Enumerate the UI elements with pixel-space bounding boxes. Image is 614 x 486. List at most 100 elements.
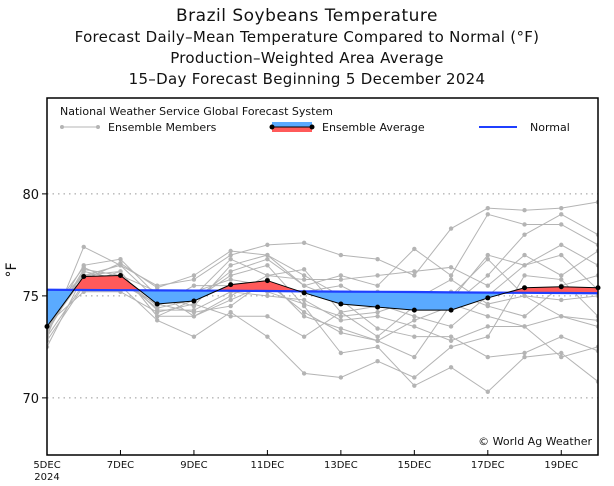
y-tick-label: 70 [22, 392, 39, 407]
x-tick-label: 11DEC [251, 460, 285, 471]
chart-subtitle-3: 15–Day Forecast Beginning 5 December 202… [128, 70, 486, 88]
x-tick-label: 9DEC [180, 460, 207, 471]
ensemble-member-point [375, 310, 380, 315]
ensemble-member-point [559, 205, 564, 211]
ensemble-member-point [485, 301, 490, 307]
ensemble-member-point [559, 252, 564, 258]
ensemble-member-point [118, 261, 123, 266]
ensemble-member-point [301, 371, 307, 376]
ensemble-member-point [485, 212, 490, 217]
ensemble-member-point [448, 365, 454, 370]
ensemble-member-point [485, 334, 490, 339]
ensemble-member-point [485, 273, 490, 278]
ensemble-average-point [375, 304, 381, 310]
legend-average-swatch-blue [272, 122, 312, 127]
ensemble-member-point [375, 338, 380, 343]
x-tick-label: 13DEC [324, 460, 358, 471]
ensemble-member-point [522, 252, 527, 258]
ensemble-member-point [301, 314, 307, 319]
ensemble-member-point [485, 354, 490, 360]
ensemble-member-point [559, 334, 564, 339]
ensemble-member-point [228, 277, 233, 282]
ensemble-average-point [81, 274, 87, 279]
legend-average-swatch-red [272, 127, 312, 132]
chart-subtitle-1: Forecast Daily–Mean Temperature Compared… [74, 28, 540, 46]
ensemble-average-point [301, 290, 307, 296]
ensemble-member-point [448, 338, 454, 343]
legend-average-label: Ensemble Average [322, 121, 425, 134]
ensemble-member-line [47, 254, 598, 328]
ensemble-member-point [485, 256, 490, 262]
ensemble-member-point [448, 226, 454, 231]
ensemble-member-point [301, 301, 307, 307]
ensemble-member-point [338, 326, 344, 331]
ensemble-member-point [301, 334, 307, 339]
ensemble-member-point [522, 232, 527, 237]
ensemble-member-point [522, 208, 527, 213]
ensemble-member-point [375, 283, 380, 288]
ensemble-member-point [559, 222, 564, 227]
ensemble-member-point [412, 318, 417, 323]
ensemble-member-point [228, 310, 233, 315]
ensemble-member-point [412, 246, 417, 252]
ensemble-member-point [522, 222, 527, 227]
y-tick-label: 75 [22, 290, 39, 305]
ensemble-member-point [301, 283, 307, 288]
ensemble-member-point [338, 277, 344, 282]
ensemble-member-point [375, 344, 380, 350]
ensemble-member-point [301, 267, 307, 272]
ensemble-member-point [485, 389, 490, 394]
ensemble-member-point [265, 263, 270, 268]
ensemble-member-point [191, 277, 197, 282]
ensemble-member-point [485, 324, 490, 329]
ensemble-average-point [485, 295, 491, 301]
ensemble-member-point [155, 318, 160, 323]
legend-normal-label: Normal [530, 121, 570, 134]
ensemble-member-point [448, 273, 454, 278]
ensemble-member-point [522, 293, 527, 299]
ensemble-average-point [154, 301, 160, 307]
ensemble-member-point [338, 314, 344, 319]
source-note: National Weather Service Global Forecast… [60, 105, 333, 118]
ensemble-member-point [338, 283, 344, 288]
ensemble-member-point [559, 242, 564, 248]
ensemble-member-point [338, 310, 344, 315]
y-tick-label: 80 [22, 188, 39, 203]
ensemble-member-point [485, 205, 490, 211]
ensemble-member-point [228, 273, 233, 278]
plot-frame [46, 97, 599, 456]
ensemble-member-point [191, 283, 197, 288]
ensemble-member-line [47, 213, 598, 327]
ensemble-member-point [559, 350, 564, 356]
ensemble-member-point [265, 314, 270, 319]
x-tick-sublabel: 2024 [34, 472, 59, 483]
chart-subtitle-2: Production–Weighted Area Average [170, 49, 444, 67]
x-tick-label: 5DEC [33, 460, 60, 471]
ensemble-member-point [191, 310, 197, 315]
ensemble-member-point [265, 242, 270, 248]
ensemble-member-point [228, 263, 233, 268]
chart-titles: Brazil Soybeans Temperature Forecast Dai… [0, 0, 614, 90]
legend: Ensemble Members Ensemble Average Normal [60, 121, 570, 134]
ensemble-member-point [522, 314, 527, 319]
ensemble-member-point [228, 252, 233, 258]
ensemble-member-point [412, 269, 417, 274]
ensemble-member-point [448, 344, 454, 350]
ensemble-member-point [301, 310, 307, 315]
ensemble-member-point [522, 350, 527, 356]
ensemble-member-point [265, 256, 270, 262]
ensemble-member-point [81, 244, 86, 250]
x-tick-label: 7DEC [107, 460, 134, 471]
ensemble-member-point [228, 293, 233, 299]
ensemble-member-point [338, 318, 344, 323]
ensemble-member-line [47, 213, 598, 342]
x-tick-label: 15DEC [397, 460, 431, 471]
ensemble-member-point [228, 269, 233, 274]
ensemble-member-point [412, 383, 417, 388]
ensemble-member-point [412, 324, 417, 329]
ensemble-member-point [412, 334, 417, 339]
ensemble-member-point [338, 375, 344, 380]
ensemble-member-point [448, 324, 454, 329]
legend-members-label: Ensemble Members [108, 121, 217, 134]
ensemble-member-point [155, 314, 160, 319]
